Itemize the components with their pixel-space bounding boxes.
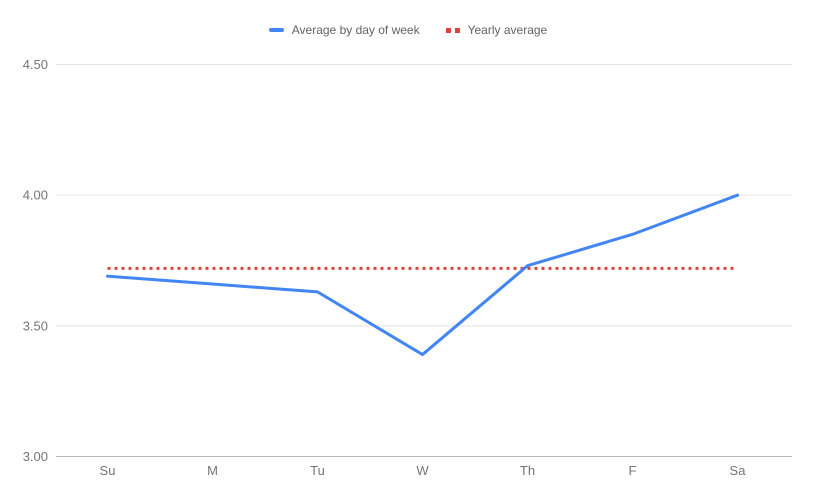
y-tick-label: 4.50 bbox=[23, 57, 48, 72]
y-tick-label: 3.00 bbox=[23, 449, 48, 464]
legend-dotted-line-marker-icon bbox=[445, 27, 460, 33]
x-tick-label: Sa bbox=[730, 463, 747, 478]
x-tick-label: Th bbox=[520, 463, 535, 478]
series-line-average-by-day-of-week bbox=[106, 193, 739, 357]
legend-dot-icon bbox=[454, 27, 460, 33]
x-tick-label: M bbox=[207, 463, 218, 478]
x-tick-label: F bbox=[629, 463, 637, 478]
chart-legend: Average by day of week Yearly average bbox=[0, 24, 816, 36]
legend-label-yearly-average: Yearly average bbox=[467, 23, 548, 37]
y-tick-label: 4.00 bbox=[23, 188, 48, 203]
legend-item-average-by-day-of-week[interactable]: Average by day of week bbox=[268, 23, 420, 37]
y-tick-label: 3.50 bbox=[23, 318, 48, 333]
x-tick-label: Su bbox=[100, 463, 116, 478]
legend-item-yearly-average[interactable]: Yearly average bbox=[445, 23, 548, 37]
legend-line-marker-icon bbox=[268, 28, 284, 32]
x-tick-label: W bbox=[416, 463, 429, 478]
legend-label-average-by-day-of-week: Average by day of week bbox=[291, 23, 420, 37]
legend-dot-icon bbox=[445, 27, 451, 33]
x-tick-label: Tu bbox=[310, 463, 325, 478]
